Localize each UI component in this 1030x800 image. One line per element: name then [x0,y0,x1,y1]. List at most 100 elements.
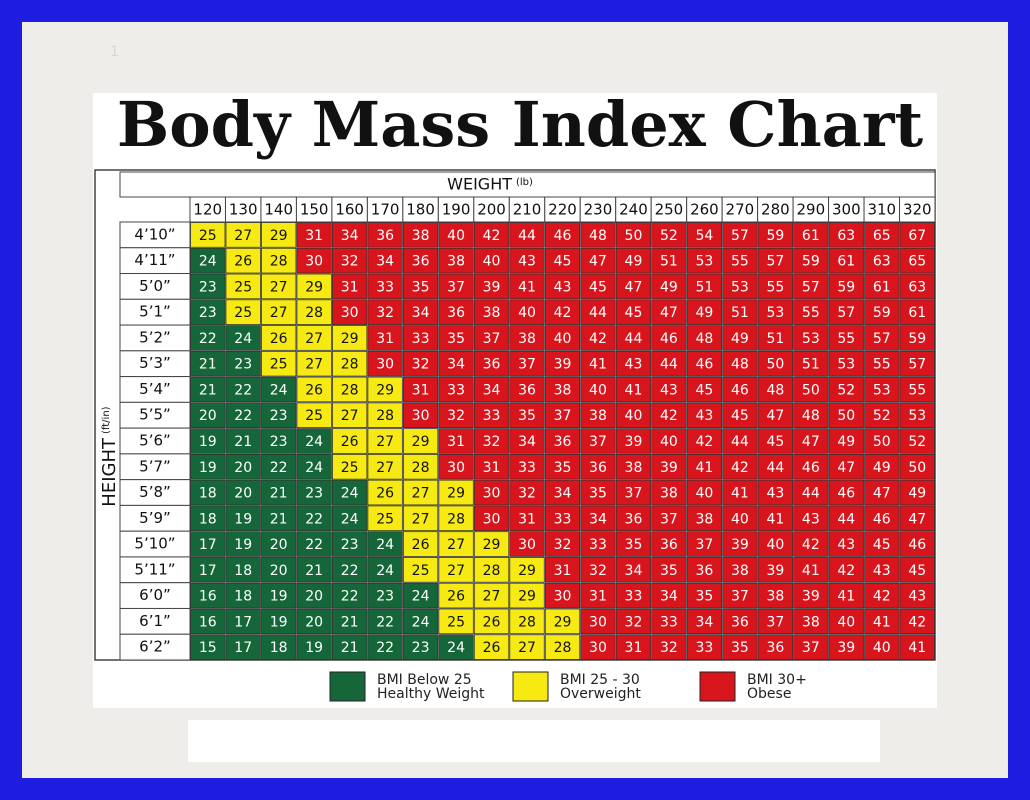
bmi-cell [190,531,226,557]
bmi-cell [722,376,758,403]
bmi-value: 20 [270,537,288,553]
bmi-value: 46 [731,382,749,398]
bmi-cell [367,350,403,377]
weight-cell [402,196,439,223]
bmi-value: 18 [199,511,217,527]
bmi-cell [615,273,652,300]
bmi-cell [367,247,403,274]
bmi-cell [722,453,758,480]
weight: 290 [797,201,826,219]
bmi-value: 25 [305,408,323,424]
bmi-cell [722,247,758,274]
bmi-cell [332,222,368,248]
bmi-value: 25 [412,563,430,579]
bmi-value: 31 [483,460,501,476]
bmi-cell [509,299,545,325]
bmi-cell [544,557,581,583]
bmi-cell [651,325,687,351]
bmi-value: 22 [341,563,359,579]
bmi-cell [296,479,332,506]
bmi-cell [509,325,545,351]
bmi-value: 25 [447,614,465,630]
bmi-value: 34 [447,357,465,373]
bmi-cell [899,479,935,506]
weight-cell [224,196,262,223]
bmi-cell [828,325,864,351]
bmi-cell [190,428,226,454]
bmi-cell [473,222,510,248]
bmi-cell [793,505,829,532]
bmi-cell [686,376,723,403]
bmi-cell [722,428,758,454]
bmi-value: 20 [270,563,288,579]
bmi-value: 44 [766,460,784,476]
weight-cell [473,196,510,223]
bmi-value: 34 [412,305,430,321]
bmi-value: 18 [270,640,288,656]
bmi-value: 32 [483,434,501,450]
bmi-cell [438,325,474,351]
bmi-value: 36 [376,228,394,244]
bmi-cell [509,634,545,660]
bmi-value: 24 [376,563,394,579]
bmi-cell [864,428,900,454]
weight: 160 [335,201,364,219]
bmi-value: 39 [731,537,749,553]
bmi-cell [367,299,403,325]
bmi-value: 24 [412,614,430,630]
bmi-value: 38 [731,563,749,579]
bmi-cell [864,273,900,300]
bmi-cell [615,247,652,274]
bmi-value: 52 [660,228,678,244]
bmi-cell [899,608,935,635]
bmi-cell [651,402,687,429]
bmi-value: 19 [234,511,252,527]
height-cell [119,376,191,403]
bmi-value: 22 [376,640,394,656]
bmi-value: 67 [908,228,926,244]
bmi-cell [261,505,297,532]
bmi-cell [899,453,935,480]
bmi-cell [473,479,510,506]
height-cell [119,221,191,249]
bmi-cell [615,479,652,506]
bmi-value: 29 [305,279,323,295]
bmi-cell [190,479,226,506]
bmi-cell [544,582,581,609]
bmi-cell [651,299,687,325]
bmi-cell [402,350,439,377]
bmi-cell [615,222,652,248]
bmi-cell [261,608,297,635]
height-cell [119,273,191,300]
bmi-cell [544,402,581,429]
bmi-cell [296,531,332,557]
bmi-value: 18 [199,486,217,502]
bmi-value: 41 [518,279,536,295]
bmi-cell [190,299,226,325]
bmi-cell [402,453,439,480]
bmi-cell [438,608,474,635]
bmi-value: 26 [341,434,359,450]
bmi-value: 50 [802,382,820,398]
bmi-cell [899,222,935,248]
bmi-value: 57 [802,279,820,295]
bmi-cell [899,247,935,274]
bmi-cell [615,505,652,532]
bmi-cell [438,273,474,300]
bmi-cell [332,453,368,480]
bmi-value: 43 [908,589,926,605]
bmi-value: 36 [412,254,430,270]
bmi-cell [332,247,368,274]
bmi-value: 43 [660,382,678,398]
bmi-value: 65 [873,228,891,244]
bmi-cell [509,531,545,557]
bmi-value: 53 [837,357,855,373]
bmi-cell [509,479,545,506]
bmi-value: 36 [660,537,678,553]
bmi-value: 27 [412,511,430,527]
height-cell [119,530,191,558]
bmi-cell [899,634,935,660]
bmi-value: 35 [554,460,572,476]
bmi-cell [686,325,723,351]
